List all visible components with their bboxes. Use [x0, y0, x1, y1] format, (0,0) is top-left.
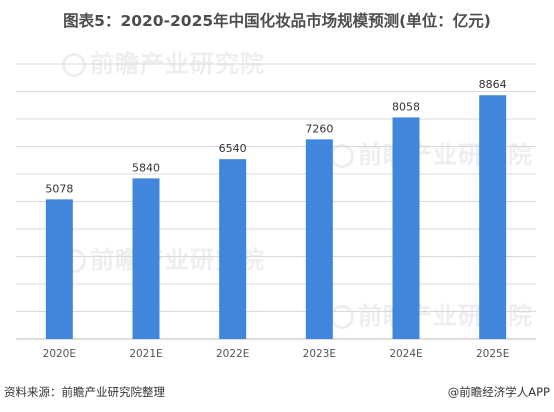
- x-tick-label-2020E: 2020E: [43, 348, 76, 360]
- bar-2020E: [45, 199, 73, 339]
- data-label-2020E: 5078: [45, 182, 73, 195]
- chart-title: 图表5：2020-2025年中国化妆品市场规模预测(单位：亿元): [63, 12, 491, 30]
- x-tick-label-2025E: 2025E: [476, 348, 509, 360]
- bar-2022E: [219, 159, 247, 339]
- data-label-2021E: 5840: [132, 161, 160, 174]
- x-tick-label-2022E: 2022E: [216, 348, 249, 360]
- x-tick-label-2024E: 2024E: [389, 348, 422, 360]
- bar-2024E: [392, 117, 420, 339]
- data-label-2023E: 7260: [305, 122, 333, 135]
- bar-2025E: [479, 95, 507, 340]
- data-label-2022E: 6540: [219, 142, 247, 155]
- bar-2023E: [305, 139, 333, 339]
- data-label-2025E: 8864: [479, 78, 507, 91]
- x-tick-label-2021E: 2021E: [129, 348, 162, 360]
- bar-chart: 5078 2020E 5840 2021E 6540 2022E 7260 2023E 8058…: [16, 63, 536, 360]
- source-note: 资料来源：前瞻产业研究院整理: [4, 385, 165, 399]
- watermark-logo-icon: [62, 53, 86, 77]
- x-tick-label-2023E: 2023E: [303, 348, 336, 360]
- footer: 资料来源：前瞻产业研究院整理 @前瞻经济学人APP: [4, 384, 550, 406]
- bar-2021E: [132, 178, 160, 339]
- credit-note: @前瞻经济学人APP: [447, 385, 550, 399]
- data-label-2024E: 8058: [392, 100, 420, 113]
